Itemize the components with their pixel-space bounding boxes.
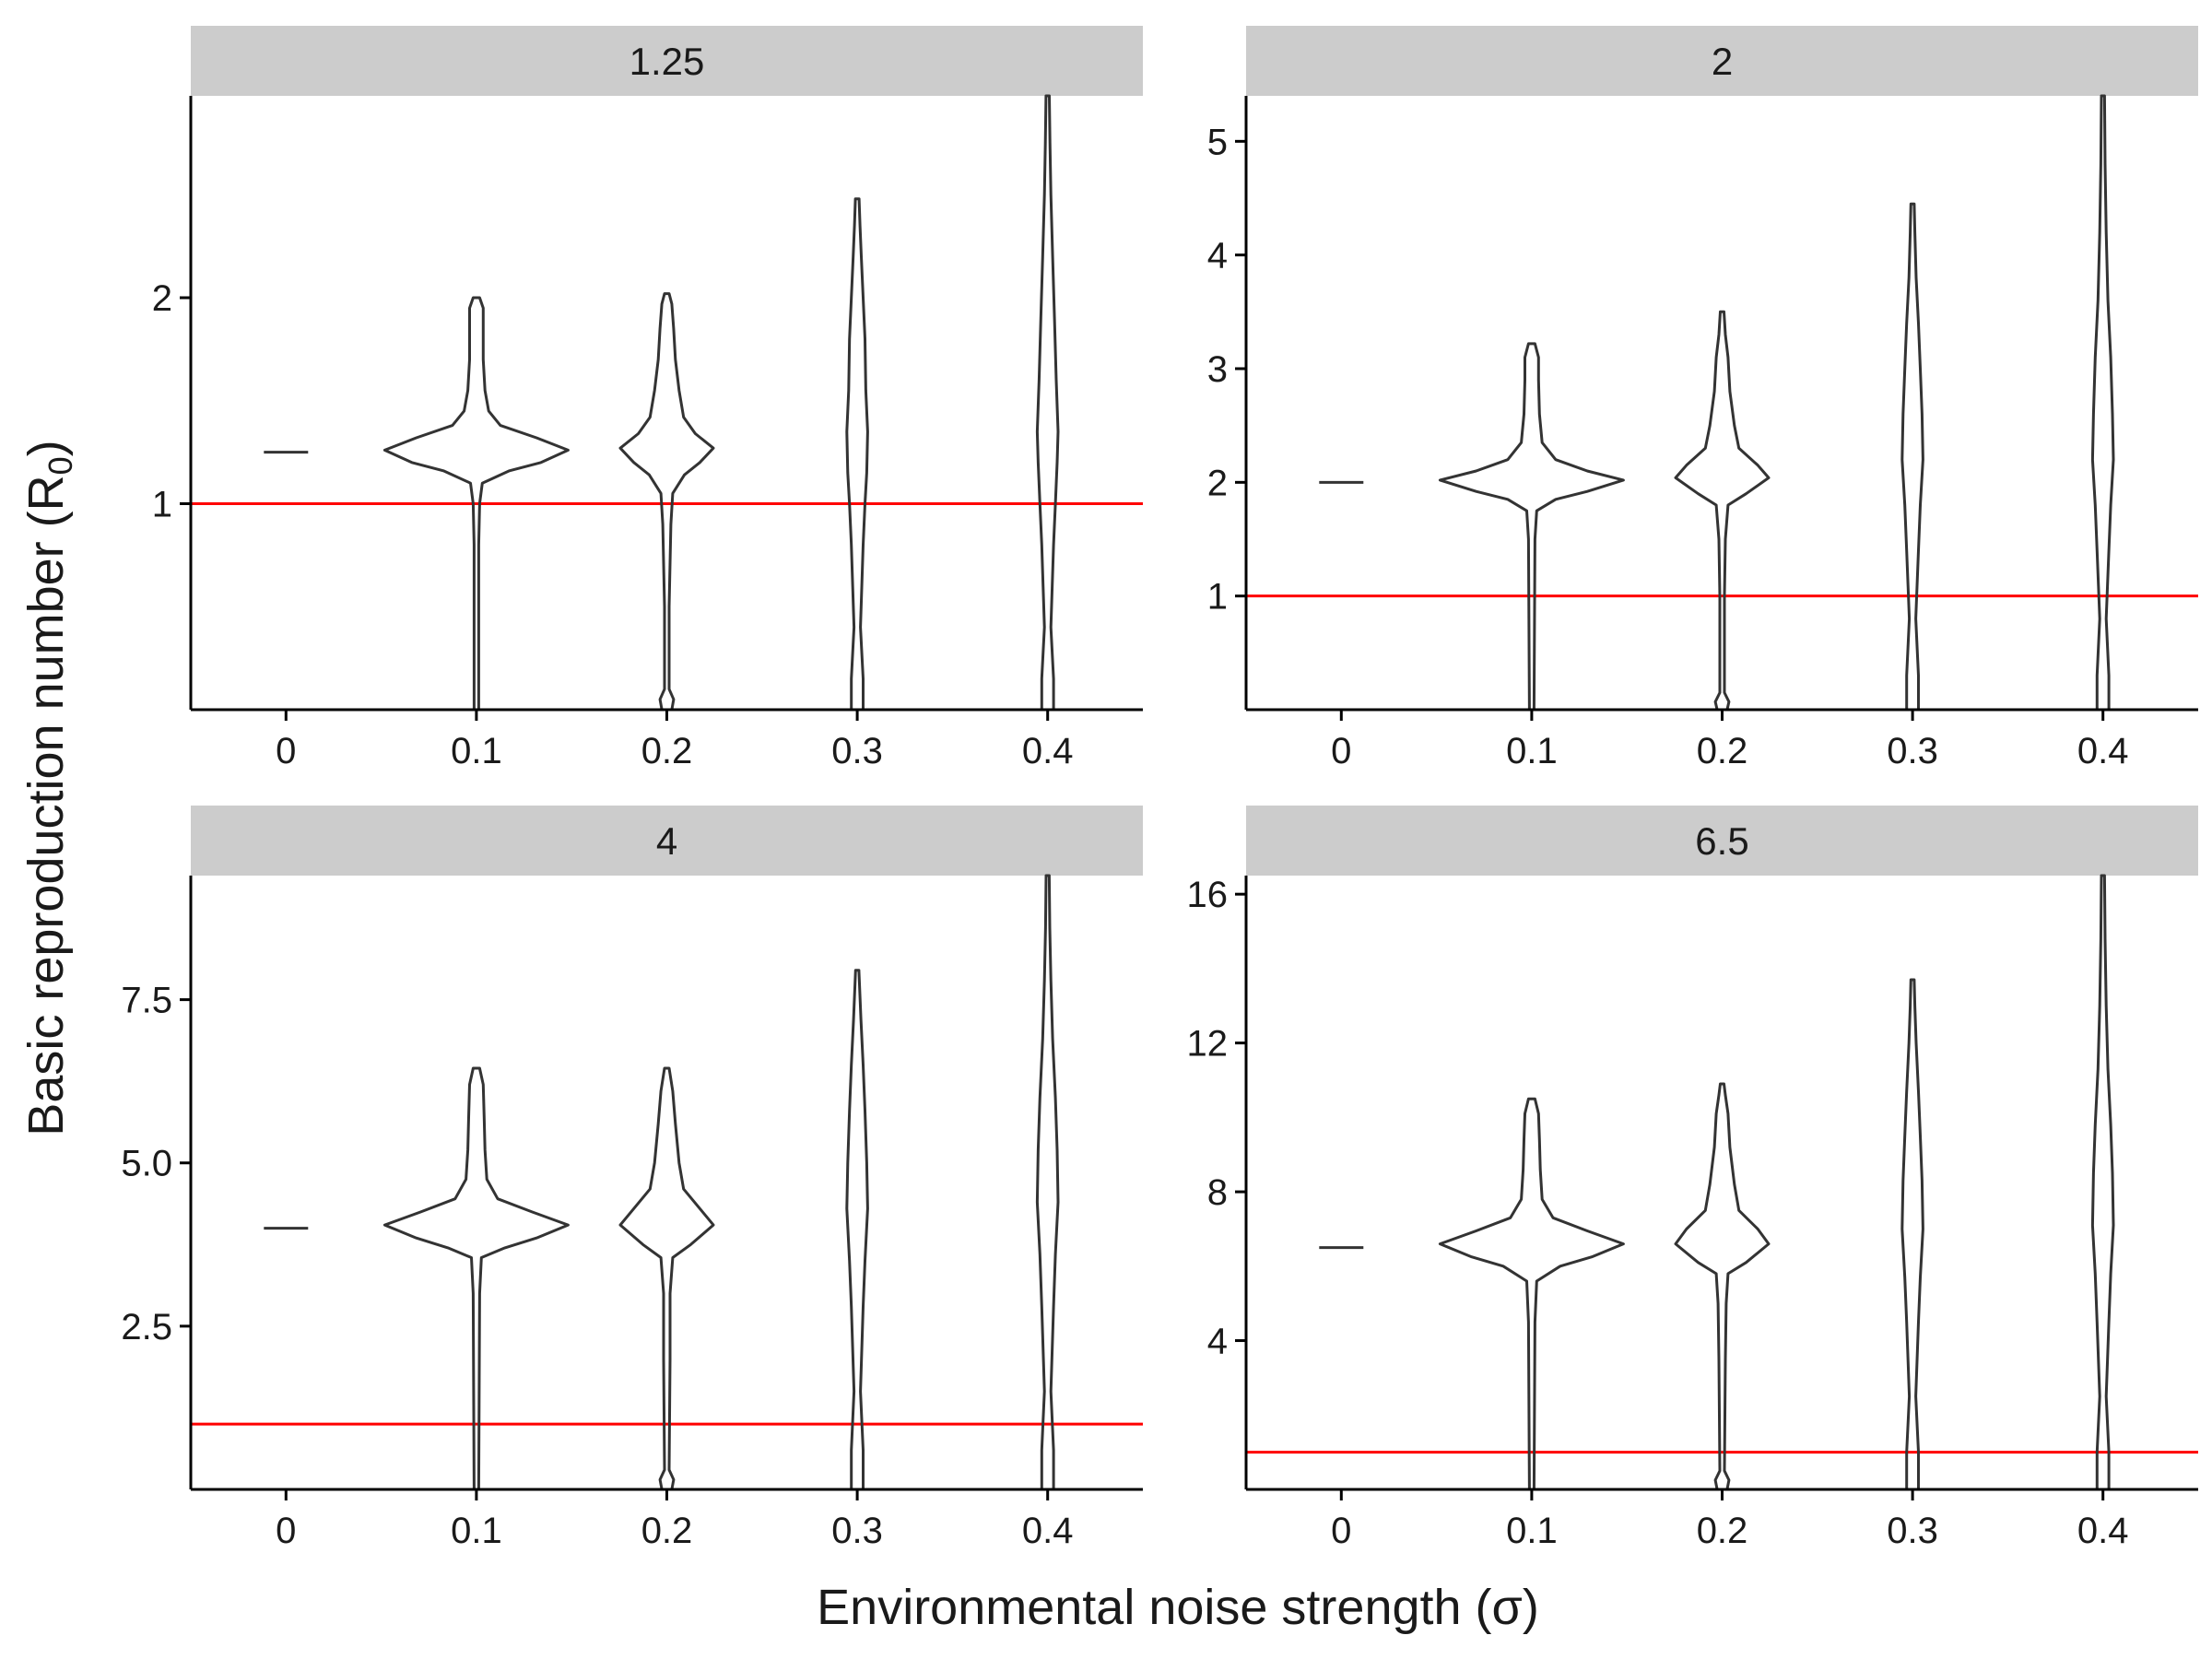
violin-mark xyxy=(845,197,869,712)
facet-panel: 6.5 4 8 12 16 0 0.1 0.2 0.3 0.4 xyxy=(1187,806,2198,1551)
x-tick-label: 0.3 xyxy=(831,731,883,771)
facet-strip xyxy=(191,26,1143,96)
y-tick-label: 7.5 xyxy=(121,981,172,1021)
y-tick-label: 12 xyxy=(1187,1024,1229,1065)
violin-mark xyxy=(1438,342,1625,712)
violin-mark xyxy=(1035,874,1060,1491)
y-tick-label: 2 xyxy=(1207,463,1228,503)
x-tick-label: 0.2 xyxy=(641,731,693,771)
y-tick-label: 3 xyxy=(1207,349,1228,390)
violin-mark xyxy=(1674,1082,1771,1491)
x-tick-label: 0 xyxy=(276,731,296,771)
violin-mark xyxy=(2090,874,2115,1491)
violin-mark xyxy=(1035,94,1060,712)
violin-mark xyxy=(382,296,570,712)
facet-strip xyxy=(1246,26,2198,96)
x-tick-label: 0 xyxy=(276,1511,296,1551)
x-tick-label: 0.1 xyxy=(1506,731,1558,771)
y-tick-label: 16 xyxy=(1187,875,1229,915)
violin-mark xyxy=(618,292,715,712)
x-tick-label: 0.3 xyxy=(1887,1511,1938,1551)
x-tick-label: 0.2 xyxy=(1697,731,1748,771)
violin-mark xyxy=(1438,1097,1625,1491)
y-axis-title: Basic reproduction number (R0) xyxy=(18,440,79,1135)
x-tick-label: 0.4 xyxy=(1022,731,1074,771)
violin-mark xyxy=(845,969,869,1491)
facet-strip-label: 2 xyxy=(1712,40,1733,83)
x-tick-label: 0.2 xyxy=(641,1511,693,1551)
x-tick-label: 0.3 xyxy=(1887,731,1938,771)
y-tick-label: 4 xyxy=(1207,1322,1228,1362)
x-tick-label: 0.3 xyxy=(831,1511,883,1551)
x-tick-label: 0 xyxy=(1331,731,1351,771)
y-tick-label: 2.5 xyxy=(121,1307,172,1347)
y-tick-label: 4 xyxy=(1207,236,1228,276)
x-tick-label: 0.1 xyxy=(451,731,502,771)
x-tick-label: 0.4 xyxy=(2077,731,2129,771)
x-tick-label: 0.4 xyxy=(1022,1511,1074,1551)
x-tick-label: 0.1 xyxy=(1506,1511,1558,1551)
facet-strip-label: 1.25 xyxy=(629,40,705,83)
facet-strip xyxy=(191,806,1143,876)
y-tick-label: 8 xyxy=(1207,1172,1228,1213)
y-tick-label: 1 xyxy=(152,485,172,525)
facet-strip-label: 6.5 xyxy=(1695,819,1748,863)
violin-mark xyxy=(618,1066,715,1491)
violin-mark xyxy=(1900,202,1924,712)
x-tick-label: 0 xyxy=(1331,1511,1351,1551)
x-axis-title: Environmental noise strength (σ) xyxy=(817,1580,1539,1635)
y-axis-title-close: ) xyxy=(18,440,74,456)
y-axis-title-subscript: 0 xyxy=(41,456,79,475)
facet-panel: 2 1 2 3 4 5 0 0.1 0.2 0.3 0.4 xyxy=(1207,26,2198,771)
facet-strip-label: 4 xyxy=(656,819,677,863)
violin-mark xyxy=(382,1066,570,1491)
y-tick-label: 5.0 xyxy=(121,1144,172,1184)
violin-mark xyxy=(1674,310,1771,712)
x-tick-label: 0.4 xyxy=(2077,1511,2129,1551)
y-tick-label: 1 xyxy=(1207,577,1228,618)
violin-mark xyxy=(1900,978,1924,1491)
x-tick-label: 0.1 xyxy=(451,1511,502,1551)
facet-strip xyxy=(1246,806,2198,876)
facet-panel: 1.25 1 2 0 0.1 0.2 0.3 0.4 xyxy=(152,26,1143,771)
y-tick-label: 5 xyxy=(1207,122,1228,162)
y-tick-label: 2 xyxy=(152,278,172,319)
x-tick-label: 0.2 xyxy=(1697,1511,1748,1551)
facet-panel: 4 2.5 5.0 7.5 0 0.1 0.2 0.3 0.4 xyxy=(121,806,1143,1551)
violin-mark xyxy=(2090,94,2115,712)
y-axis-title-main: Basic reproduction number (R xyxy=(18,475,74,1135)
